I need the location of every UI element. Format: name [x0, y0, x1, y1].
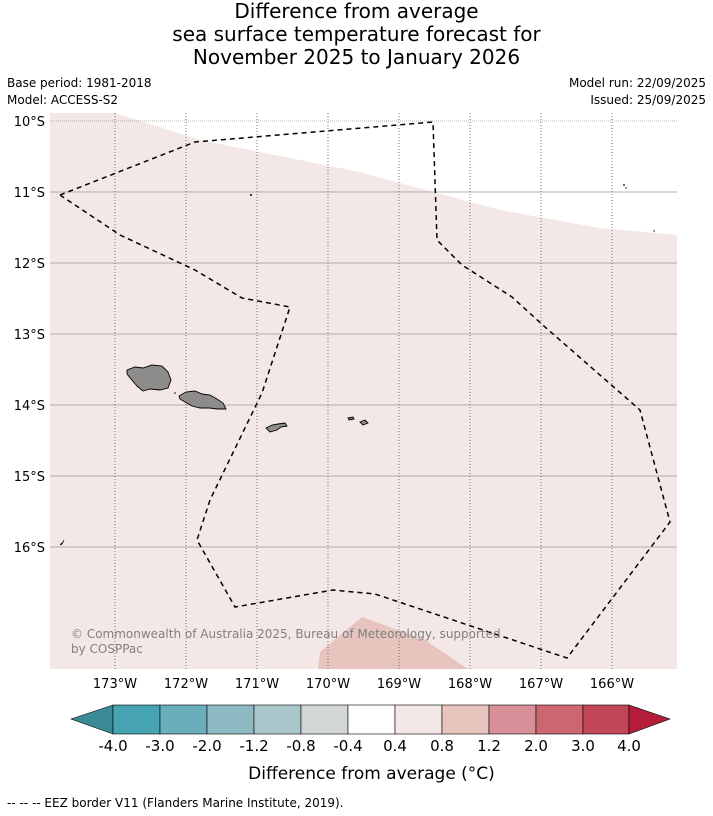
copyright-line-1: © Commonwealth of Australia 2025, Bureau…	[71, 627, 501, 641]
island-ofu	[347, 416, 355, 421]
anomaly-region-light	[50, 113, 677, 669]
islet-6	[59, 539, 65, 546]
island-tutuila	[265, 422, 288, 433]
colorbar-cell-7	[394, 704, 443, 735]
colorbar-label: 0.4	[383, 737, 407, 755]
anomaly-region-medium	[318, 617, 468, 669]
longitude-labels: 173°W 172°W 171°W 170°W 169°W 168°W 167°…	[93, 677, 634, 692]
lat-label-11s: 11°S	[14, 186, 45, 201]
island-upolu	[178, 390, 227, 410]
lon-label-169w: 169°W	[377, 677, 421, 692]
colorbar-cell-6	[347, 704, 396, 735]
colorbar-title: Difference from average (°C)	[248, 764, 495, 784]
lon-label-171w: 171°W	[235, 677, 279, 692]
colorbar-label: 3.0	[571, 737, 595, 755]
colorbar-cell-3	[206, 704, 255, 735]
lon-label-166w: 166°W	[590, 677, 634, 692]
latitude-labels: 10°S 11°S 12°S 13°S 14°S 15°S 16°S	[14, 115, 45, 556]
lat-label-10s: 10°S	[14, 115, 45, 130]
colorbar-label: -0.8	[286, 737, 315, 755]
small-islets	[59, 184, 655, 546]
island-landmasses	[126, 364, 369, 433]
lon-label-168w: 168°W	[448, 677, 492, 692]
colorbar-extend-high	[628, 704, 671, 735]
lon-label-170w: 170°W	[306, 677, 350, 692]
title-line-3: November 2025 to January 2026	[192, 45, 521, 69]
colorbar-cell-5	[300, 704, 349, 735]
lat-label-16s: 16°S	[14, 541, 45, 556]
colorbar-label: -0.4	[333, 737, 362, 755]
lon-label-173w: 173°W	[93, 677, 137, 692]
colorbar-cell-1	[112, 704, 161, 735]
colorbar-label: -2.0	[192, 737, 221, 755]
colorbar-label: -1.2	[239, 737, 268, 755]
colorbar-label: -4.0	[98, 737, 127, 755]
base-period-label: Base period: 1981-2018	[7, 76, 152, 90]
model-run-label: Model run: 22/09/2025	[568, 76, 706, 90]
lon-label-167w: 167°W	[519, 677, 563, 692]
eez-legend-footer: -- -- -- EEZ border V11 (Flanders Marine…	[7, 796, 344, 810]
colorbar-label: 2.0	[524, 737, 548, 755]
lon-label-172w: 172°W	[164, 677, 208, 692]
colorbar-label: -3.0	[145, 737, 174, 755]
title-line-2: sea surface temperature forecast for	[172, 22, 541, 46]
lat-label-15s: 15°S	[14, 470, 45, 485]
lat-label-12s: 12°S	[14, 257, 45, 272]
colorbar-cell-4	[253, 704, 302, 735]
lat-label-13s: 13°S	[14, 328, 45, 343]
island-tau	[359, 419, 369, 426]
eez-border-samoa	[59, 121, 671, 659]
issued-label: Issued: 25/09/2025	[590, 93, 706, 107]
colorbar-label: 1.2	[477, 737, 501, 755]
colorbar-labels: -4.0 -3.0 -2.0 -1.2 -0.8 -0.4 0.4 0.8 1.…	[98, 737, 641, 755]
meta-right: Model run: 22/09/2025 Issued: 25/09/2025	[569, 75, 706, 109]
meta-left: Base period: 1981-2018 Model: ACCESS-S2	[7, 75, 152, 109]
eez-borders	[59, 121, 671, 659]
islet-1	[250, 194, 252, 196]
map-title: Difference from average sea surface temp…	[0, 0, 713, 69]
colorbar-cell-11	[582, 704, 630, 735]
lat-label-14s: 14°S	[14, 399, 45, 414]
islet-3	[623, 184, 625, 186]
colorbar-cell-2	[159, 704, 208, 735]
island-savaii	[126, 364, 172, 392]
islet-4	[625, 187, 627, 189]
title-line-1: Difference from average	[234, 0, 479, 23]
colorbar-label: 4.0	[617, 737, 641, 755]
model-label: Model: ACCESS-S2	[7, 93, 119, 107]
colorbar: -4.0 -3.0 -2.0 -1.2 -0.8 -0.4 0.4 0.8 1.…	[70, 704, 671, 755]
copyright-line-2: by COSPPac	[71, 642, 143, 656]
colorbar-label: 0.8	[430, 737, 454, 755]
map-area: © Commonwealth of Australia 2025, Bureau…	[50, 113, 677, 669]
colorbar-cell-10	[535, 704, 584, 735]
islet-2	[174, 392, 176, 394]
colorbar-extend-low	[70, 704, 114, 735]
islet-5	[653, 230, 655, 232]
colorbar-cell-9	[488, 704, 537, 735]
colorbar-cell-8	[441, 704, 490, 735]
latitude-gridlines	[50, 120, 677, 548]
